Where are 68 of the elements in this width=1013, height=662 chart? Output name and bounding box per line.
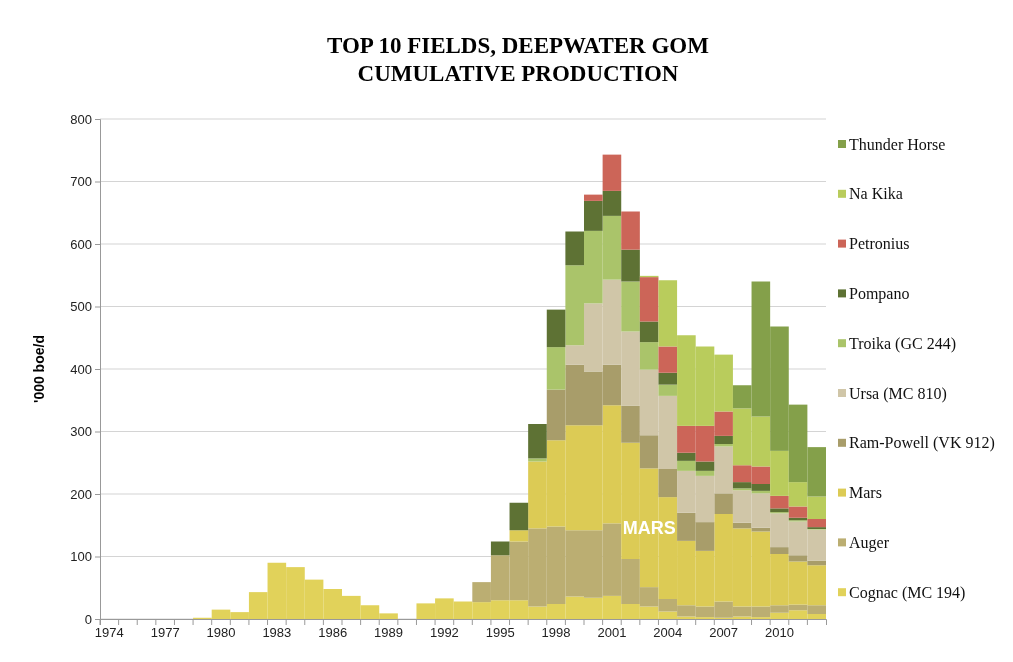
bar xyxy=(621,281,640,332)
y-tick-label: 100 xyxy=(70,549,92,565)
bar xyxy=(677,452,696,461)
bar xyxy=(714,435,733,444)
bar xyxy=(639,277,659,322)
bar xyxy=(621,211,640,250)
bar xyxy=(509,530,529,542)
legend-label: Na Kika xyxy=(849,185,903,203)
y-tick-label: 800 xyxy=(70,111,92,127)
legend-label: Ram-Powell (VK 912) xyxy=(849,434,995,453)
legend-label: Cognac (MC 194) xyxy=(849,583,966,602)
bar xyxy=(565,231,584,266)
bar xyxy=(751,527,771,532)
annotation: MARS xyxy=(622,518,676,539)
bar xyxy=(770,508,789,513)
y-tick-label: 0 xyxy=(84,611,92,627)
legend-label: Petronius xyxy=(849,235,910,253)
y-tick-label: 500 xyxy=(70,299,92,315)
legend-label: Troika (GC 244) xyxy=(849,334,956,353)
x-tick-label: 1998 xyxy=(541,625,571,641)
bar xyxy=(546,309,566,348)
y-tick-label: 200 xyxy=(70,486,92,502)
x-tick-label: 2007 xyxy=(709,625,739,641)
x-tick-label: 1977 xyxy=(150,625,180,641)
bar xyxy=(714,493,733,514)
legend-label: Thunder Horse xyxy=(849,135,946,153)
bar xyxy=(732,522,752,529)
bar xyxy=(546,347,566,390)
bar xyxy=(658,384,678,396)
bar xyxy=(714,444,733,447)
x-tick-label: 1989 xyxy=(374,625,403,641)
bar xyxy=(602,154,622,191)
legend-label: Pompano xyxy=(849,285,910,303)
x-tick-label: 1980 xyxy=(206,625,236,641)
y-tick-label: 700 xyxy=(70,174,92,190)
x-tick-label: 2010 xyxy=(765,625,794,641)
bar xyxy=(490,541,510,556)
bar xyxy=(677,460,696,471)
bar xyxy=(621,249,640,282)
bar xyxy=(528,458,547,462)
bar xyxy=(584,194,603,201)
x-tick-label: 1986 xyxy=(318,625,348,641)
y-tick-label: 300 xyxy=(70,424,92,440)
bar xyxy=(658,372,678,385)
x-tick-label: 2004 xyxy=(653,625,683,641)
bar xyxy=(639,321,659,343)
x-tick-label: 2001 xyxy=(597,625,627,641)
bar xyxy=(695,461,715,471)
legend-label: Ursa (MC 810) xyxy=(849,384,947,403)
legend-label: Auger xyxy=(849,534,890,552)
chart-subtitle: CUMULATIVE PRODUCTION xyxy=(357,61,679,86)
x-tick-label: 1995 xyxy=(485,625,515,641)
bar xyxy=(639,342,659,370)
bar xyxy=(770,547,789,554)
x-tick-label: 1974 xyxy=(94,625,124,641)
bar xyxy=(807,519,826,528)
bar xyxy=(509,502,529,531)
x-tick-label: 1992 xyxy=(429,625,459,641)
y-tick-label: 400 xyxy=(70,361,92,377)
bar xyxy=(658,346,678,373)
legend-label: Mars xyxy=(849,484,882,502)
x-tick-label: 1983 xyxy=(262,625,292,641)
chart-title: TOP 10 FIELDS, DEEPWATER GOM xyxy=(327,33,710,58)
bar xyxy=(658,469,678,498)
y-tick-label: 600 xyxy=(70,236,92,252)
bar xyxy=(528,424,547,459)
bar xyxy=(695,470,715,476)
y-axis-title: '000 boe/d xyxy=(31,335,47,403)
